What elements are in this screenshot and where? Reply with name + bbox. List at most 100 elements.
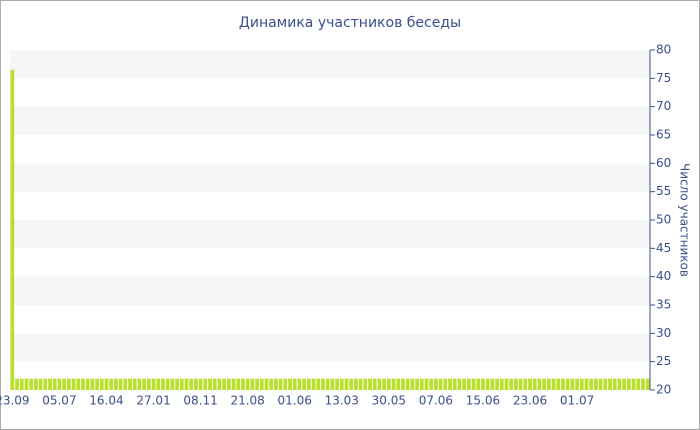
- x-tick-label: 05.07: [42, 394, 76, 408]
- bar: [19, 378, 24, 390]
- bar: [99, 378, 104, 390]
- bar: [48, 378, 52, 390]
- x-tick-label: 13.03: [325, 394, 359, 408]
- bar: [405, 378, 410, 390]
- bar: [401, 378, 405, 390]
- bar: [448, 378, 452, 390]
- x-tick-label: 08.11: [183, 394, 217, 408]
- bar: [311, 378, 316, 390]
- bar: [570, 378, 575, 390]
- bar: [29, 378, 34, 390]
- bar: [321, 378, 325, 390]
- bar: [636, 378, 641, 390]
- y-tick-label: 40: [656, 269, 671, 283]
- bar: [194, 378, 198, 390]
- bar: [184, 378, 189, 390]
- bar: [504, 378, 509, 390]
- bar: [354, 378, 358, 390]
- bar: [565, 378, 570, 390]
- x-tick-label: 15.06: [466, 394, 500, 408]
- y-tick-label: 60: [656, 156, 671, 170]
- x-tick-label: 21.08: [230, 394, 264, 408]
- y-tick-label: 50: [656, 213, 671, 227]
- bar: [269, 378, 274, 390]
- bar: [523, 378, 528, 390]
- bar: [255, 378, 259, 390]
- bar: [645, 378, 650, 390]
- bar: [283, 378, 288, 390]
- bar: [170, 378, 175, 390]
- bar: [575, 378, 579, 390]
- bar: [222, 378, 226, 390]
- bar: [415, 378, 419, 390]
- bar: [34, 378, 38, 390]
- bar: [231, 378, 236, 390]
- bar: [391, 378, 396, 390]
- bar: [518, 378, 523, 390]
- bar: [90, 378, 95, 390]
- x-tick-label: 23.06: [513, 394, 547, 408]
- y-tick-label: 65: [656, 128, 671, 142]
- bar: [179, 378, 184, 390]
- bar: [462, 378, 466, 390]
- bar: [114, 378, 118, 390]
- bar: [584, 378, 589, 390]
- stripe: [10, 163, 650, 192]
- y-tick-label: 35: [656, 298, 671, 312]
- bar: [189, 378, 194, 390]
- bar: [363, 378, 368, 390]
- bar: [386, 378, 391, 390]
- bar: [165, 378, 170, 390]
- bar: [551, 378, 556, 390]
- bar: [546, 378, 551, 390]
- bar: [608, 378, 612, 390]
- bar: [128, 378, 132, 390]
- bar: [358, 378, 363, 390]
- bar: [38, 378, 43, 390]
- bar: [612, 378, 617, 390]
- bar: [123, 378, 128, 390]
- bar: [471, 378, 476, 390]
- bar: [424, 378, 429, 390]
- bar: [292, 378, 297, 390]
- bar: [151, 378, 156, 390]
- bar: [76, 378, 81, 390]
- bar: [466, 378, 471, 390]
- bar: [349, 378, 354, 390]
- bar: [485, 378, 490, 390]
- bar: [241, 378, 245, 390]
- x-tick-label: 16.04: [89, 394, 123, 408]
- bar: [509, 378, 514, 390]
- bar: [631, 378, 636, 390]
- bar: [306, 378, 311, 390]
- y-tick-label: 20: [656, 383, 671, 397]
- y-tick-label: 55: [656, 184, 671, 198]
- x-tick-label: 27.01: [136, 394, 170, 408]
- bar: [372, 378, 377, 390]
- bar: [589, 378, 594, 390]
- bar: [264, 378, 269, 390]
- bar: [382, 378, 386, 390]
- bar: [217, 378, 222, 390]
- bar: [212, 378, 217, 390]
- bar: [579, 378, 584, 390]
- bar: [161, 378, 165, 390]
- bar: [259, 378, 264, 390]
- bar: [245, 378, 250, 390]
- bar: [622, 378, 626, 390]
- bar: [10, 69, 15, 390]
- x-tick-label: 30.05: [372, 394, 406, 408]
- bar: [495, 378, 499, 390]
- bar: [132, 378, 137, 390]
- y-tick-label: 25: [656, 354, 671, 368]
- bar: [339, 378, 344, 390]
- bar: [118, 378, 123, 390]
- bar: [250, 378, 255, 390]
- bar: [208, 378, 212, 390]
- bar: [43, 378, 48, 390]
- bar: [514, 378, 518, 390]
- bar: [142, 378, 146, 390]
- bar: [434, 378, 438, 390]
- bar: [396, 378, 401, 390]
